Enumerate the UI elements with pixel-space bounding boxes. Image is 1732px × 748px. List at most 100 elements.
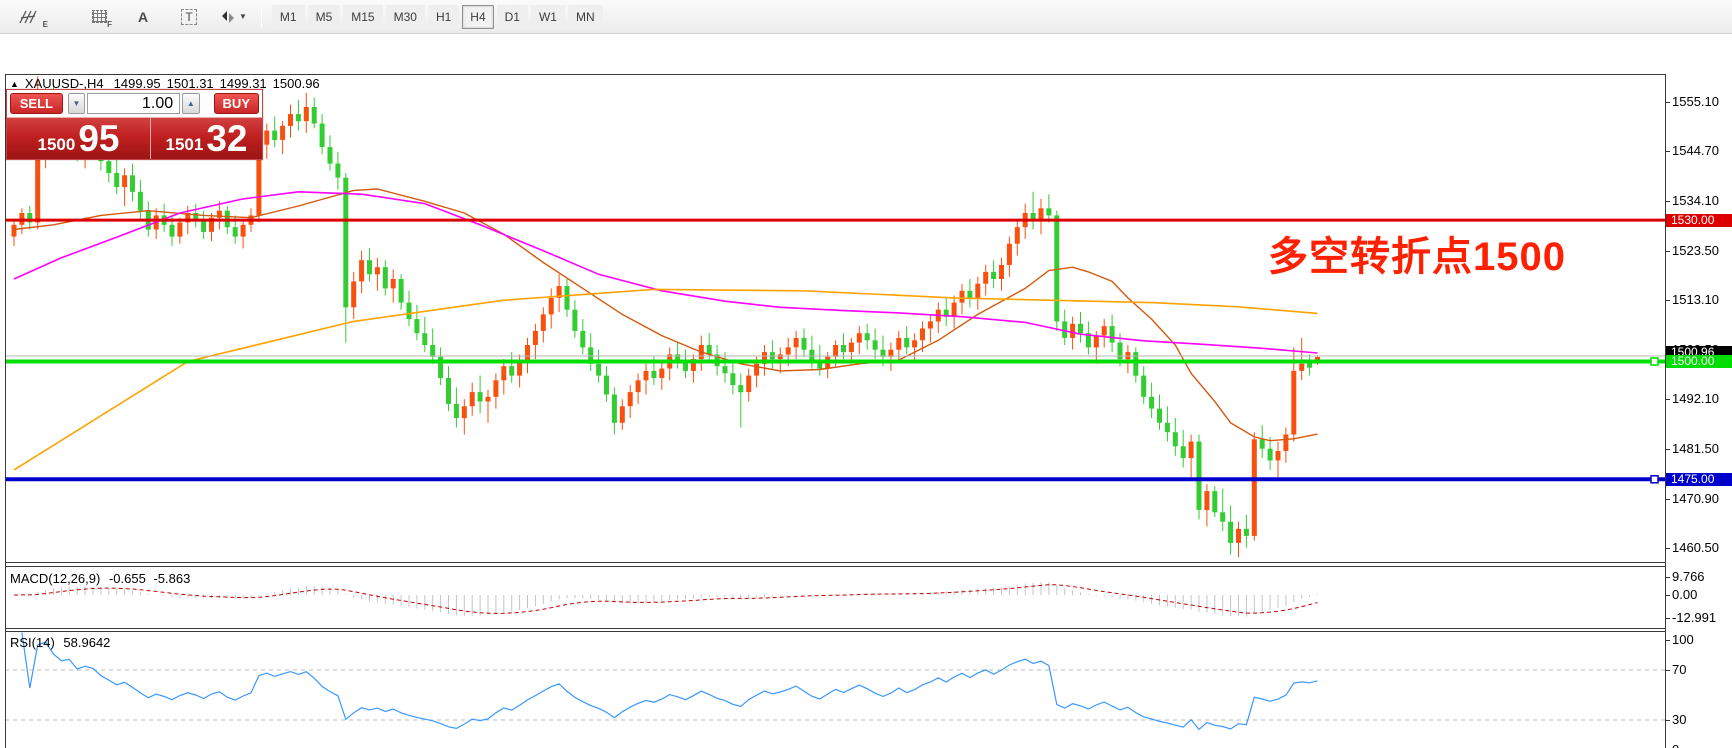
rsi-tick	[1665, 720, 1670, 721]
tf-button-mn[interactable]: MN	[567, 4, 603, 29]
tf-button-m30[interactable]: M30	[385, 4, 425, 29]
macd-tick-label: 0.00	[1672, 587, 1698, 602]
macd-tick	[1665, 618, 1670, 619]
resistance-line-1530-price-box: 1530.00	[1666, 214, 1732, 227]
collapse-arrow-icon[interactable]: ▲	[10, 78, 19, 89]
macd-tick	[1665, 577, 1670, 578]
macd-signal-value: -5.863	[153, 571, 191, 586]
tf-button-h1[interactable]: H1	[427, 4, 460, 29]
trade-controls-row: SELL ▼ ▲ BUY	[7, 90, 262, 117]
macd-main-value: -0.655	[108, 571, 146, 586]
price-tick	[1665, 548, 1670, 549]
tf-button-h4[interactable]: H4	[462, 4, 494, 29]
support-line-1475-handle[interactable]	[1650, 475, 1659, 484]
macd-panel-bottom-border[interactable]	[5, 628, 1665, 629]
arrows-dropdown-caret[interactable]: ▼	[239, 12, 247, 21]
volume-input[interactable]	[87, 93, 181, 114]
text-label-icon[interactable]: A	[130, 4, 156, 30]
buy-price-main: 1501	[165, 135, 204, 154]
macd-tick-label: -12.991	[1672, 610, 1717, 625]
ma-fast-line[interactable]	[13, 188, 1318, 442]
expert-sub-label: E	[42, 19, 48, 29]
price-tick-label: 1513.10	[1672, 292, 1719, 307]
sell-price-main: 1500	[37, 135, 76, 154]
price-tick	[1665, 102, 1670, 103]
rsi-label: RSI(14) 58.9642	[10, 635, 110, 650]
text-box-glyph: T	[181, 8, 197, 25]
ma-slow-line[interactable]	[13, 288, 1318, 471]
volume-decrease-button[interactable]: ▼	[67, 93, 86, 114]
ma-medium-line[interactable]	[13, 190, 1318, 354]
buy-button[interactable]: BUY	[213, 93, 260, 114]
price-tick	[1665, 201, 1670, 202]
quote-display-row: 1500 95 1501 32	[7, 117, 262, 159]
tf-button-m5[interactable]: M5	[307, 4, 341, 29]
macd-tick	[1665, 595, 1670, 596]
left-border	[5, 74, 6, 748]
sell-quote[interactable]: 1500 95	[7, 118, 151, 159]
tf-button-w1[interactable]: W1	[530, 4, 565, 29]
rsi-tick	[1665, 670, 1670, 671]
price-tick-label: 1481.50	[1672, 441, 1719, 456]
open-value: 1499.95	[113, 76, 161, 91]
rsi-tick-label: 0	[1672, 743, 1679, 748]
price-tick	[1665, 300, 1670, 301]
pivot-line-1500-price-box: 1500.00	[1666, 355, 1732, 368]
price-tick	[1665, 399, 1670, 400]
price-tick-label: 1523.50	[1672, 243, 1719, 258]
macd-signal-line	[13, 584, 1318, 614]
macd-name: MACD(12,26,9)	[10, 571, 101, 586]
arrows-icon[interactable]: ▼	[220, 4, 247, 30]
price-tick-label: 1460.50	[1672, 540, 1719, 555]
macd-panel-canvas[interactable]	[5, 567, 1665, 628]
macd-tick-label: 9.766	[1672, 569, 1705, 584]
tf-button-m1[interactable]: M1	[271, 4, 305, 29]
rsi-tick	[1665, 640, 1670, 641]
chart-header: ▲ XAUUSD-,H4 1499.95 1501.31 1499.31 150…	[10, 76, 320, 91]
rsi-panel-top-border	[5, 631, 1665, 632]
buy-quote[interactable]: 1501 32	[151, 118, 262, 159]
grid-icon[interactable]: F	[86, 4, 112, 30]
sell-button[interactable]: SELL	[10, 93, 63, 114]
price-tick-label: 1470.90	[1672, 491, 1719, 506]
price-tick	[1665, 499, 1670, 500]
main-chart-svg	[5, 76, 1665, 558]
toolbar-separator	[260, 5, 262, 28]
expert-advisors-icon[interactable]: E	[8, 4, 48, 30]
main-panel-bottom-border[interactable]	[5, 562, 1665, 563]
spin-down-icon: ▼	[72, 99, 81, 108]
sell-price-pips: 95	[78, 118, 120, 159]
main-panel-top-border	[5, 74, 1665, 75]
price-tick	[1665, 151, 1670, 152]
pivot-line-1500-handle[interactable]	[1650, 357, 1659, 366]
rsi-panel-canvas[interactable]	[5, 631, 1665, 748]
rsi-tick-label: 30	[1672, 712, 1687, 727]
volume-increase-button[interactable]: ▲	[182, 93, 200, 114]
chart-window: ▲ XAUUSD-,H4 1499.95 1501.31 1499.31 150…	[0, 34, 1732, 748]
macd-panel-top-border	[5, 566, 1665, 567]
price-chart-canvas[interactable]	[5, 74, 1665, 562]
rsi-tick-label: 100	[1672, 632, 1694, 647]
close-value: 1500.96	[272, 76, 320, 91]
rsi-value: 58.9642	[63, 635, 111, 650]
grid-glyph	[91, 10, 107, 23]
grid-sub-label: F	[107, 19, 112, 29]
macd-histogram	[21, 582, 1318, 617]
tf-button-m15[interactable]: M15	[343, 4, 383, 29]
chart-text-annotation[interactable]: 多空转折点1500	[1268, 235, 1566, 279]
tf-button-d1[interactable]: D1	[496, 4, 528, 29]
macd-label: MACD(12,26,9) -0.655 -5.863	[10, 571, 190, 586]
price-tick-label: 1544.70	[1672, 143, 1719, 158]
toolbar: E F A T ▼ M1 M5 M15 M30 H1 H4 D1 W1 MN	[0, 0, 1732, 34]
price-tick	[1665, 251, 1670, 252]
buy-price-pips: 32	[206, 118, 248, 159]
timeframe-toolbar: M1 M5 M15 M30 H1 H4 D1 W1 MN	[271, 4, 603, 29]
spin-up-icon: ▲	[186, 99, 195, 108]
high-value: 1501.31	[166, 76, 214, 91]
symbol-period-label: XAUUSD-,H4	[24, 76, 104, 91]
text-label-glyph: A	[137, 8, 149, 25]
text-box-icon[interactable]: T	[176, 4, 202, 30]
one-click-trade-panel: SELL ▼ ▲ BUY 1500 95 1501 32	[6, 89, 263, 160]
price-tick-label: 1555.10	[1672, 94, 1719, 109]
